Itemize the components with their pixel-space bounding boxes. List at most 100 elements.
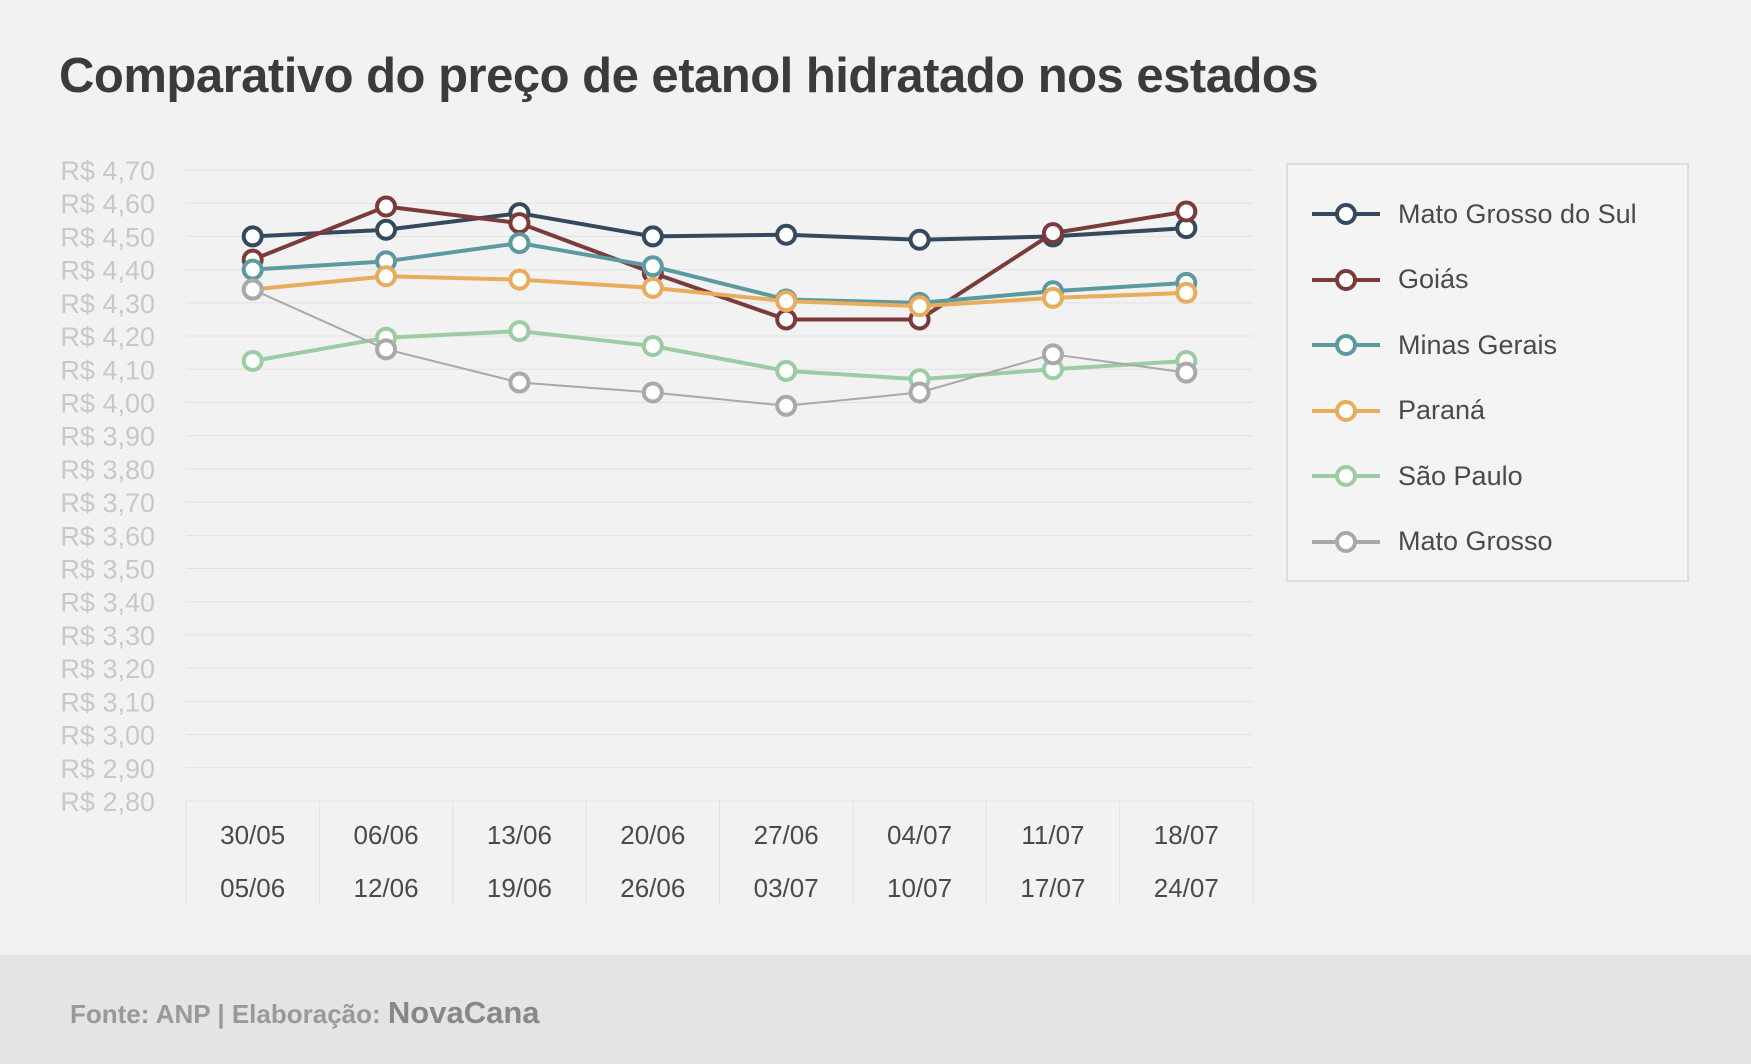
data-point [508,268,531,291]
data-point [241,278,264,301]
legend-label: Mato Grosso [1398,526,1553,556]
series-line [252,288,1187,407]
legend-item: Mato Grosso [1310,522,1553,562]
y-tick-label: R$ 4,00 [60,388,155,418]
series-line [252,274,1187,309]
legend-item: Minas Gerais [1310,325,1557,365]
data-point [641,335,664,358]
series-line [252,241,1187,305]
data-point [375,218,398,241]
y-tick-label: R$ 3,40 [60,588,155,618]
legend-item: Goiás [1310,260,1469,300]
y-tick-label: R$ 4,30 [60,289,155,319]
data-point [375,265,398,288]
data-point [508,232,531,255]
data-point [1175,361,1198,384]
series-line [252,211,1187,242]
data-point [775,394,798,417]
legend-marker [1312,203,1380,225]
category-label: 30/05 [220,820,285,850]
data-point [1041,286,1064,309]
legend-marker [1312,334,1380,356]
category-label: 19/06 [487,873,552,903]
footer-source: Fonte: ANP | Elaboração: NovaCana [70,995,540,1031]
data-point [641,381,664,404]
data-point [375,338,398,361]
data-point [241,225,264,248]
y-tick-label: R$ 4,10 [60,355,155,385]
data-point [641,276,664,299]
y-tick-label: R$ 4,20 [60,322,155,352]
y-tick-label: R$ 3,60 [60,521,155,551]
data-point [241,258,264,281]
data-point [908,295,931,318]
y-tick-label: R$ 3,80 [60,455,155,485]
legend-label: Mato Grosso do Sul [1398,198,1637,229]
category-label: 17/07 [1020,873,1085,903]
y-axis-ticks: R$ 4,70R$ 4,60R$ 4,50R$ 4,40R$ 4,30R$ 4,… [60,156,155,817]
legend-marker [1312,399,1380,422]
data-point [775,359,798,382]
data-point [1041,343,1064,366]
y-tick-label: R$ 4,60 [60,189,155,219]
category-label: 03/07 [754,873,819,903]
category-label: 24/07 [1154,873,1219,903]
y-tick-label: R$ 3,90 [60,422,155,452]
data-point [1041,222,1064,245]
y-tick-label: R$ 2,80 [60,787,155,817]
legend-marker [1312,465,1380,487]
legend-marker [1312,530,1380,553]
data-point [908,228,931,251]
data-point [1175,200,1198,223]
legend-item: Mato Grosso do Sul [1310,194,1637,234]
category-label: 13/06 [487,820,552,850]
category-label: 11/07 [1021,820,1084,850]
legend-label: Paraná [1398,395,1486,425]
legend-item: São Paulo [1310,456,1523,496]
data-point [241,349,264,372]
series-lines [241,195,1198,417]
legend-item: Paraná [1310,391,1485,431]
y-tick-label: R$ 3,30 [60,621,155,651]
y-tick-label: R$ 4,40 [60,256,155,286]
y-tick-label: R$ 3,10 [60,687,155,717]
footer: Fonte: ANP | Elaboração: NovaCana [0,955,1751,1064]
category-label: 05/06 [220,873,285,903]
y-tick-label: R$ 4,70 [60,156,155,186]
x-axis-categories: 30/05 05/06 06/06 12/06 13/06 19/06 20/06 26/06… [185,800,1254,905]
footer-brand: NovaCana [387,995,540,1030]
series-group [241,278,1198,417]
data-point [508,371,531,394]
series-line [252,329,1187,382]
data-point [775,223,798,246]
category-label: 12/06 [354,873,419,903]
category-label: 18/07 [1154,820,1219,850]
grid-lines [186,169,1253,769]
category-label: 27/06 [754,820,819,850]
legend-marker [1312,268,1380,291]
data-point [508,212,531,235]
chart-title: Comparativo do preço de etanol hidratado… [59,49,1319,103]
legend-label: São Paulo [1398,460,1523,491]
category-label: 04/07 [887,820,952,850]
data-point [1175,281,1198,304]
y-tick-label: R$ 3,70 [60,488,155,518]
data-point [641,225,664,248]
category-label: 26/06 [620,873,685,903]
legend: Mato Grosso do Sul Goiás Minas Gerais Paran… [1286,163,1689,582]
y-tick-label: R$ 3,50 [60,555,155,585]
data-point [375,195,398,218]
data-point [908,381,931,404]
legend-label: Goiás [1398,264,1469,294]
category-label: 10/07 [887,873,952,903]
category-label: 06/06 [354,820,419,850]
y-tick-label: R$ 4,50 [60,222,155,252]
y-tick-label: R$ 3,00 [60,721,155,751]
series-group [241,320,1198,391]
line-chart: R$ 4,70R$ 4,60R$ 4,50R$ 4,40R$ 4,30R$ 4,… [60,156,1254,905]
data-point [641,255,664,278]
y-tick-label: R$ 3,20 [60,654,155,684]
series-group [241,265,1198,318]
data-point [508,320,531,343]
data-point [775,290,798,313]
